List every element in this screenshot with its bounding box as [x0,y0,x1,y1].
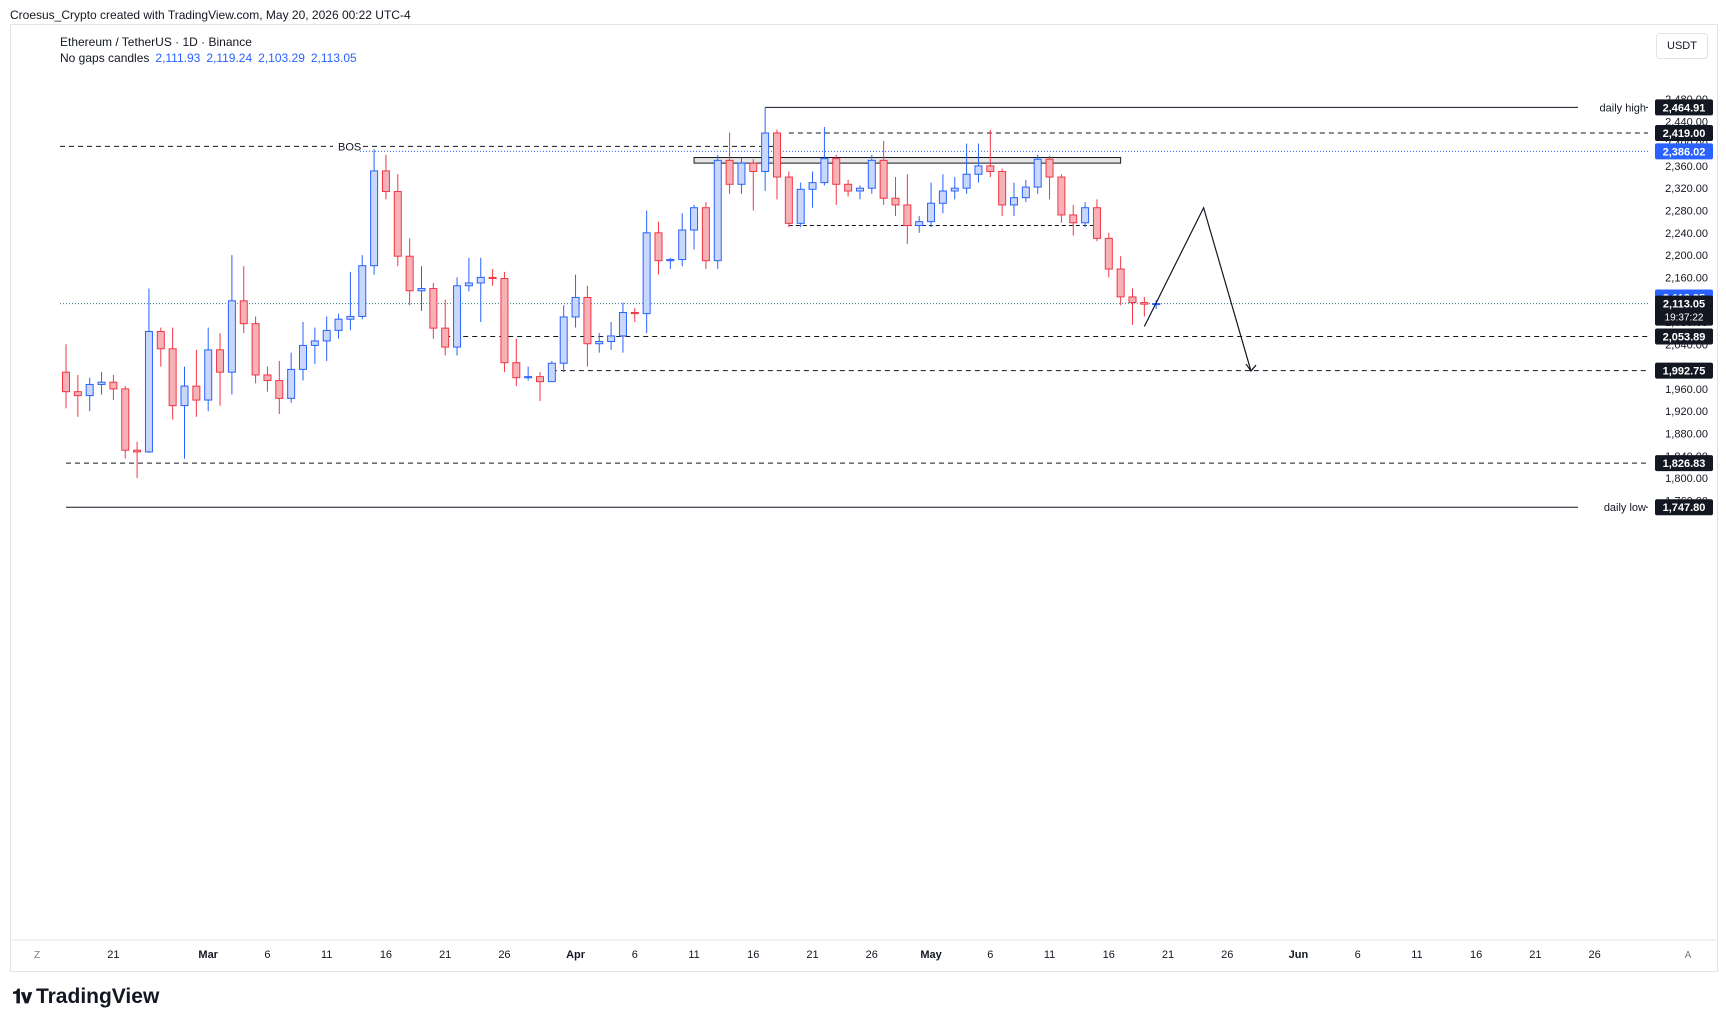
tradingview-logo[interactable]: 𝟏𝐯 TradingView [12,984,159,1010]
ohlc-label: No gaps candles [60,51,150,65]
ohlc-close: 2,113.05 [310,51,357,65]
ohlc-legend: No gaps candles 2,111.93 2,119.24 2,103.29 2… [60,51,357,65]
ohlc-high: 2,119.24 [206,51,253,65]
currency-button[interactable]: USDT [1656,33,1708,59]
tradingview-logo-text: TradingView [35,985,160,1008]
ohlc-open: 2,111.93 [155,51,201,65]
tradingview-logo-icon: 𝟏𝐯 [12,985,32,1008]
symbol-title[interactable]: Ethereum / TetherUS · 1D · Binance [60,35,252,49]
chart-frame[interactable] [10,24,1718,972]
chart-credit: Croesus_Crypto created with TradingView.… [10,8,411,22]
ohlc-low: 2,103.29 [258,51,305,65]
